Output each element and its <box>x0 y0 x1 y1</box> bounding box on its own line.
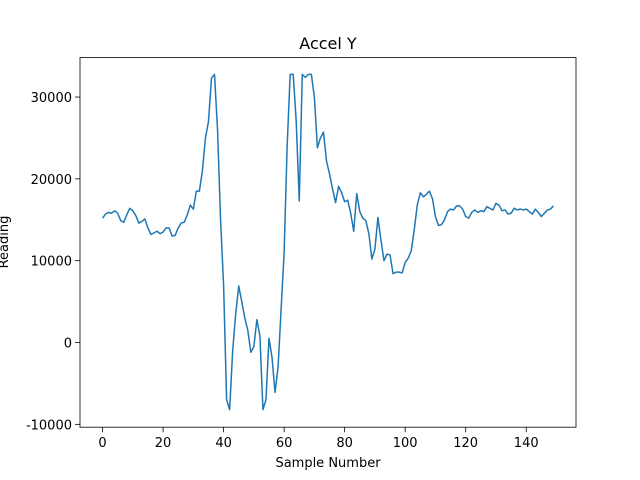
line-series <box>101 73 555 411</box>
y-tick-label: -10000 <box>26 418 72 433</box>
x-tick-label: 20 <box>155 436 172 451</box>
y-tick-label: 0 <box>64 337 72 352</box>
y-tick-label: 20000 <box>31 173 72 188</box>
x-tick-label: 140 <box>514 436 539 451</box>
x-axis-label: Sample Number <box>275 456 381 471</box>
y-tick-label: 10000 <box>31 255 72 270</box>
chart-title: Accel Y <box>299 34 357 53</box>
y-tick-label: 30000 <box>31 91 72 106</box>
x-tick-label: 100 <box>393 436 418 451</box>
x-tick-label: 0 <box>98 436 106 451</box>
x-tick-label: 80 <box>336 436 353 451</box>
y-axis-label: Reading <box>0 216 12 269</box>
x-tick-label: 120 <box>453 436 478 451</box>
x-tick-label: 40 <box>215 436 232 451</box>
x-tick-label: 60 <box>276 436 293 451</box>
plot-frame <box>79 57 577 428</box>
